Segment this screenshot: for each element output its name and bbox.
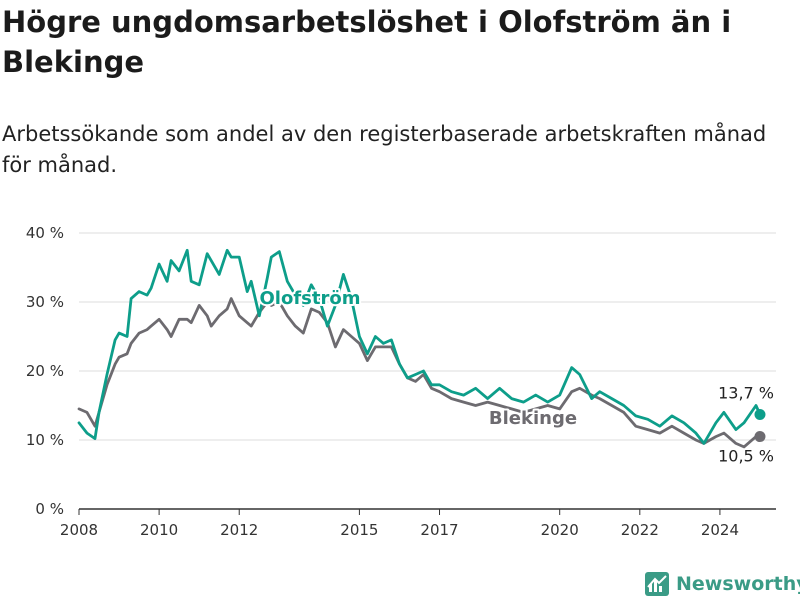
brand-name: Newsworthy xyxy=(676,573,800,595)
series-label-olofstrom-halo: Olofström xyxy=(260,288,361,309)
x-tick-label: 2008 xyxy=(60,521,98,539)
x-axis-ticks: 2008 2010 2012 2015 2017 2020 2022 2024 xyxy=(60,509,739,539)
end-label-olofstrom: 13,7 % xyxy=(718,383,774,402)
x-tick-label: 2020 xyxy=(541,521,579,539)
y-tick-label: 40 % xyxy=(26,224,64,242)
y-tick-label: 20 % xyxy=(26,362,64,380)
gridlines xyxy=(79,232,776,510)
chart-subtitle: Arbetssökande som andel av den registerb… xyxy=(2,122,767,177)
y-tick-label: 0 % xyxy=(35,500,64,518)
x-tick-label: 2022 xyxy=(621,521,659,539)
x-tick-label: 2024 xyxy=(701,521,739,539)
series-lines xyxy=(77,248,766,449)
newsworthy-icon xyxy=(645,572,669,596)
chart-title: Högre ungdomsarbetslöshet i Olofström än… xyxy=(2,5,732,79)
series-label-blekinge: Blekinge xyxy=(489,408,577,429)
series-end-point xyxy=(754,431,766,443)
series-label-blekinge-halo: Blekinge xyxy=(489,408,577,429)
x-tick-label: 2017 xyxy=(420,521,458,539)
x-tick-label: 2012 xyxy=(220,521,258,539)
y-tick-label: 30 % xyxy=(26,293,64,311)
x-tick-label: 2015 xyxy=(340,521,378,539)
end-label-blekinge: 10,5 % xyxy=(718,447,774,466)
series-line-blekinge xyxy=(77,297,762,449)
y-axis-ticks: 0 % 10 % 20 % 30 % 40 % xyxy=(26,224,64,518)
x-tick-label: 2010 xyxy=(140,521,178,539)
series-label-olofstrom: Olofström xyxy=(260,288,361,309)
series-line-olofstrom xyxy=(77,248,762,445)
brand-logo[interactable]: Newsworthy xyxy=(644,569,800,599)
series-end-point xyxy=(754,408,766,420)
y-tick-label: 10 % xyxy=(26,431,64,449)
